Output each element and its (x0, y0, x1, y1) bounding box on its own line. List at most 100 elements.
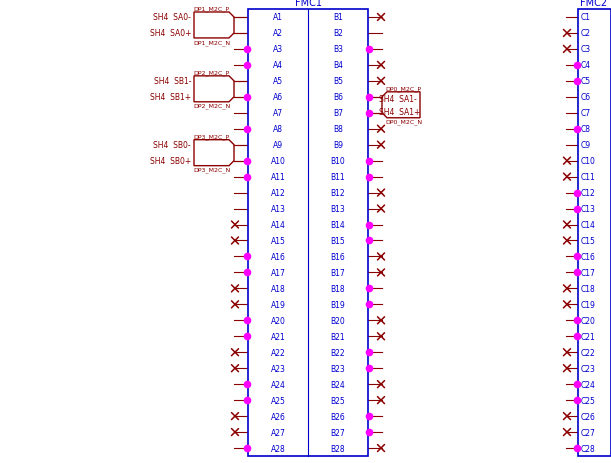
Text: B23: B23 (331, 364, 345, 373)
Text: FMC1: FMC1 (295, 0, 321, 8)
Text: DP1_M2C_P: DP1_M2C_P (194, 6, 230, 12)
Text: A28: A28 (271, 444, 285, 452)
Text: DP1_M2C_N: DP1_M2C_N (193, 40, 230, 45)
Text: B7: B7 (333, 109, 343, 118)
Text: C10: C10 (581, 157, 596, 166)
Text: A5: A5 (273, 77, 283, 86)
Text: A14: A14 (271, 220, 285, 230)
Text: B6: B6 (333, 93, 343, 102)
Text: B9: B9 (333, 141, 343, 150)
Text: B18: B18 (331, 284, 345, 293)
Text: C8: C8 (581, 125, 591, 134)
Text: C22: C22 (581, 348, 596, 357)
Text: C7: C7 (581, 109, 591, 118)
Text: C20: C20 (581, 316, 596, 325)
Text: A22: A22 (271, 348, 285, 357)
Text: A3: A3 (273, 45, 283, 54)
Text: C25: C25 (581, 396, 596, 405)
Text: A4: A4 (273, 61, 283, 70)
Text: SH4  SA1+: SH4 SA1+ (379, 107, 420, 117)
Text: A26: A26 (271, 412, 285, 421)
Text: A21: A21 (271, 332, 285, 341)
Text: A12: A12 (271, 189, 285, 198)
Text: DP2_M2C_N: DP2_M2C_N (193, 104, 230, 109)
Text: B3: B3 (333, 45, 343, 54)
Text: B10: B10 (331, 157, 345, 166)
Text: C9: C9 (581, 141, 591, 150)
Text: B24: B24 (331, 380, 345, 389)
Text: C28: C28 (581, 444, 596, 452)
Text: C13: C13 (581, 205, 596, 213)
Text: SH4  SB1+: SH4 SB1+ (150, 93, 191, 102)
Text: B4: B4 (333, 61, 343, 70)
Text: FMC2: FMC2 (580, 0, 607, 8)
Bar (248, 10, 368, 456)
Text: A1: A1 (273, 13, 283, 22)
Text: B27: B27 (331, 428, 345, 437)
Text: B14: B14 (331, 220, 345, 230)
Text: SH4  SB0-: SH4 SB0- (153, 141, 191, 150)
Text: C26: C26 (581, 412, 596, 421)
Text: A15: A15 (271, 237, 285, 245)
Text: DP3_M2C_P: DP3_M2C_P (194, 134, 230, 139)
Text: C24: C24 (581, 380, 596, 389)
Text: SH4  SB0+: SH4 SB0+ (150, 157, 191, 166)
Text: B25: B25 (331, 396, 345, 405)
Text: C4: C4 (581, 61, 591, 70)
Text: C12: C12 (581, 189, 596, 198)
Text: B8: B8 (333, 125, 343, 134)
Bar (578, 10, 611, 456)
Text: DP3_M2C_N: DP3_M2C_N (193, 167, 230, 173)
Text: DP2_M2C_P: DP2_M2C_P (194, 70, 230, 75)
Text: DP0_M2C_N: DP0_M2C_N (385, 119, 422, 125)
Text: C19: C19 (581, 300, 596, 309)
Text: A17: A17 (271, 269, 285, 277)
Text: A11: A11 (271, 173, 285, 182)
Text: C27: C27 (581, 428, 596, 437)
Text: B5: B5 (333, 77, 343, 86)
Text: B28: B28 (331, 444, 345, 452)
Text: A6: A6 (273, 93, 283, 102)
Text: A9: A9 (273, 141, 283, 150)
Text: C17: C17 (581, 269, 596, 277)
Text: B2: B2 (333, 29, 343, 38)
Text: B16: B16 (331, 252, 345, 262)
Text: B13: B13 (331, 205, 345, 213)
Text: C21: C21 (581, 332, 596, 341)
Text: B22: B22 (331, 348, 345, 357)
Text: B11: B11 (331, 173, 345, 182)
Text: SH4  SA0-: SH4 SA0- (153, 13, 191, 22)
Text: C3: C3 (581, 45, 591, 54)
Text: A27: A27 (271, 428, 285, 437)
Text: SH4  SA0+: SH4 SA0+ (150, 29, 191, 38)
Text: C5: C5 (581, 77, 591, 86)
Text: C23: C23 (581, 364, 596, 373)
Text: C14: C14 (581, 220, 596, 230)
Text: SH4  SB1-: SH4 SB1- (153, 77, 191, 86)
Text: B21: B21 (331, 332, 345, 341)
Text: B17: B17 (331, 269, 345, 277)
Text: A18: A18 (271, 284, 285, 293)
Text: C15: C15 (581, 237, 596, 245)
Text: A23: A23 (271, 364, 285, 373)
Text: B15: B15 (331, 237, 345, 245)
Text: C18: C18 (581, 284, 596, 293)
Text: A19: A19 (271, 300, 285, 309)
Text: C11: C11 (581, 173, 596, 182)
Text: B19: B19 (331, 300, 345, 309)
Text: SH4  SA1-: SH4 SA1- (379, 94, 417, 104)
Text: B1: B1 (333, 13, 343, 22)
Text: C6: C6 (581, 93, 591, 102)
Text: DP0_M2C_P: DP0_M2C_P (386, 86, 422, 92)
Text: A20: A20 (271, 316, 285, 325)
Text: C16: C16 (581, 252, 596, 262)
Text: B20: B20 (331, 316, 345, 325)
Text: B26: B26 (331, 412, 345, 421)
Text: A8: A8 (273, 125, 283, 134)
Text: C2: C2 (581, 29, 591, 38)
Text: B12: B12 (331, 189, 345, 198)
Text: C1: C1 (581, 13, 591, 22)
Text: A10: A10 (271, 157, 285, 166)
Text: A7: A7 (273, 109, 283, 118)
Text: A25: A25 (271, 396, 285, 405)
